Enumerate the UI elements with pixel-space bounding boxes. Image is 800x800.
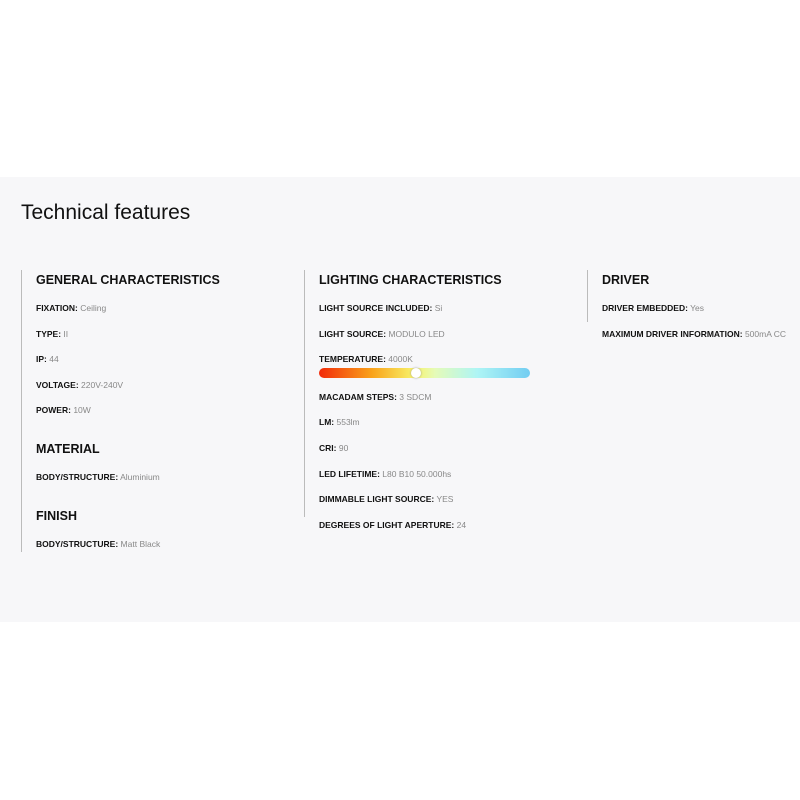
- spec-value: Matt Black: [120, 538, 161, 549]
- spec-item: FIXATION: Ceiling: [36, 303, 220, 329]
- spec-value: MODULO LED: [388, 328, 445, 339]
- spec-value: Ceiling: [80, 303, 107, 313]
- section-title: Technical features: [21, 201, 191, 224]
- spec-value: Aluminium: [120, 471, 160, 482]
- technical-features-section: Technical features GENERAL CHARACTERISTI…: [0, 177, 800, 622]
- spec-label: LED LIFETIME:: [319, 468, 380, 479]
- spec-item: CRI: 90: [319, 443, 530, 469]
- spec-value: 220V-240V: [81, 379, 124, 390]
- spec-item: BODY/STRUCTURE: Matt Black: [36, 539, 220, 565]
- spec-label: LM:: [319, 417, 335, 428]
- spec-item: LED LIFETIME: L80 B10 50.000hs: [319, 469, 530, 495]
- spec-label: DRIVER EMBEDDED:: [602, 303, 688, 313]
- spec-label: DIMMABLE LIGHT SOURCE:: [319, 494, 435, 505]
- spec-value: 90: [338, 442, 349, 453]
- spec-label: LIGHT SOURCE:: [319, 328, 387, 339]
- spec-item: MACADAM STEPS: 3 SDCM: [319, 392, 530, 418]
- spec-label: CRI:: [319, 442, 337, 453]
- spec-value: YES: [436, 494, 454, 505]
- spec-item: MAXIMUM DRIVER INFORMATION: 500mA CC: [602, 329, 786, 355]
- spec-label: IP:: [36, 354, 47, 365]
- lighting-column: LIGHTING CHARACTERISTICS LIGHT SOURCE IN…: [304, 270, 530, 530]
- spec-item: BODY/STRUCTURE: Aluminium: [36, 472, 220, 498]
- spec-label: POWER:: [36, 405, 71, 416]
- lighting-heading: LIGHTING CHARACTERISTICS: [319, 273, 502, 287]
- spec-value: 10W: [73, 405, 91, 416]
- spec-label: TYPE:: [36, 328, 62, 339]
- spec-label: VOLTAGE:: [36, 379, 79, 390]
- spec-value: Si: [434, 303, 443, 313]
- spec-label: TEMPERATURE:: [319, 354, 386, 365]
- spec-value: 500mA CC: [744, 328, 787, 339]
- spec-value: 4000K: [388, 354, 413, 365]
- driver-column: DRIVER DRIVER EMBEDDED: Yes MAXIMUM DRIVE…: [587, 270, 786, 339]
- spec-label: BODY/STRUCTURE:: [36, 538, 119, 549]
- spec-label: FIXATION:: [36, 303, 78, 313]
- spec-item: LIGHT SOURCE INCLUDED: Si: [319, 303, 530, 329]
- spec-item: DIMMABLE LIGHT SOURCE: YES: [319, 494, 530, 520]
- general-column: GENERAL CHARACTERISTICS FIXATION: Ceilin…: [21, 270, 220, 552]
- spec-value: Yes: [690, 303, 705, 313]
- spec-item: IP: 44: [36, 354, 220, 380]
- finish-heading: FINISH: [36, 508, 77, 523]
- spec-item: DRIVER EMBEDDED: Yes: [602, 303, 786, 329]
- spec-item: TYPE: II: [36, 329, 220, 355]
- spec-item: DEGREES OF LIGHT APERTURE: 24: [319, 520, 530, 546]
- spec-value: 44: [49, 354, 59, 365]
- spec-value: 553lm: [336, 417, 360, 428]
- spec-label: MACADAM STEPS:: [319, 391, 397, 402]
- color-temperature-scale: [319, 367, 530, 378]
- spec-item: VOLTAGE: 220V-240V: [36, 380, 220, 406]
- driver-heading: DRIVER: [602, 273, 650, 287]
- spec-label: BODY/STRUCTURE:: [36, 471, 119, 482]
- spec-item: LIGHT SOURCE: MODULO LED: [319, 329, 530, 355]
- spec-item: TEMPERATURE: 4000K: [319, 354, 530, 380]
- general-heading: GENERAL CHARACTERISTICS: [36, 273, 220, 287]
- spec-label: DEGREES OF LIGHT APERTURE:: [319, 519, 455, 530]
- spec-item: POWER: 10W: [36, 405, 220, 431]
- spec-item: LM: 553lm: [319, 417, 530, 443]
- temperature-indicator-knob: [411, 367, 422, 378]
- spec-label: LIGHT SOURCE INCLUDED:: [319, 303, 433, 313]
- spec-label: MAXIMUM DRIVER INFORMATION:: [602, 328, 743, 339]
- spec-value: II: [63, 328, 69, 339]
- spec-value: L80 B10 50.000hs: [382, 468, 452, 479]
- spec-value: 24: [456, 519, 467, 530]
- material-heading: MATERIAL: [36, 441, 100, 456]
- spec-value: 3 SDCM: [399, 391, 432, 402]
